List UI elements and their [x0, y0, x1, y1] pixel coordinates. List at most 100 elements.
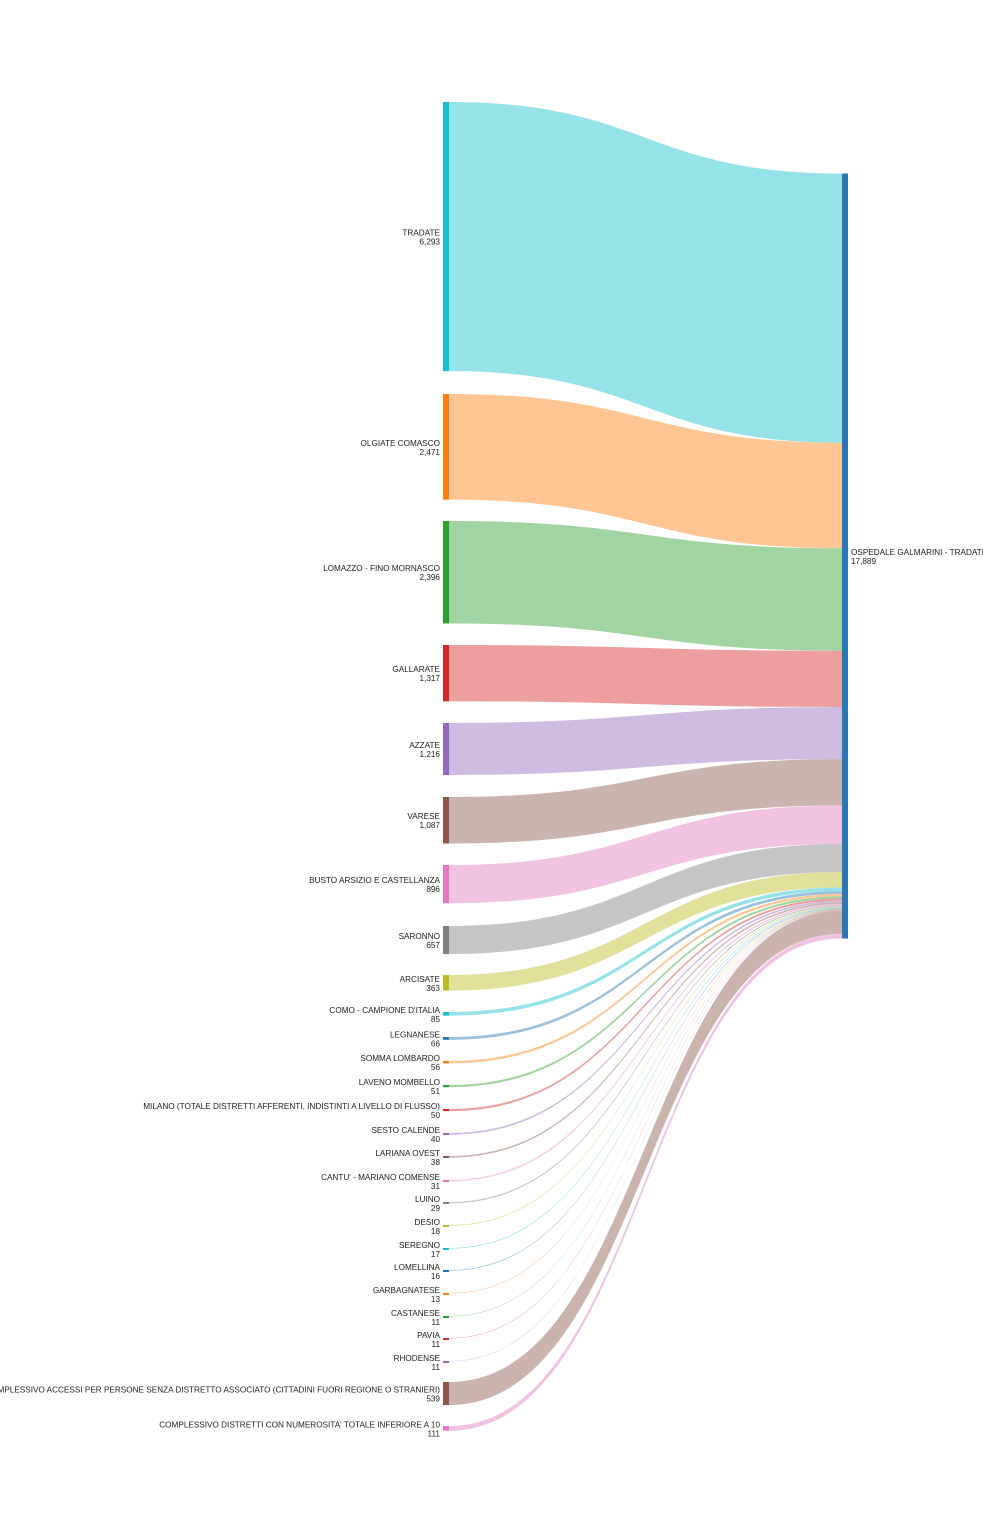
link-rhodense[interactable] [449, 910, 842, 1362]
link-desio[interactable] [449, 906, 842, 1226]
node-value: 18 [431, 1227, 441, 1236]
node-dato-complessivo-accessi-per-persone-senza-distretto-associato-cittadini-fuori-regione-o-stranieri[interactable] [443, 1382, 449, 1406]
node-value: 56 [431, 1063, 441, 1072]
link-lomazzo-fino-mornasco[interactable] [449, 521, 842, 651]
node-value: 29 [431, 1204, 441, 1213]
node-label: LUINO [415, 1195, 440, 1204]
link-garbagnatese[interactable] [449, 908, 842, 1294]
node-lariana-ovest[interactable] [443, 1156, 449, 1158]
node-lomellina[interactable] [443, 1270, 449, 1272]
node-value: 11 [432, 1318, 441, 1327]
node-legnanese[interactable] [443, 1037, 449, 1040]
node-seregno[interactable] [443, 1248, 449, 1250]
node-castanese[interactable] [443, 1316, 449, 1318]
node-value: 11 [432, 1340, 441, 1349]
node-somma-lombardo[interactable] [443, 1061, 449, 1064]
link-laveno-mombello[interactable] [449, 896, 842, 1088]
node-label: ARCISATE [400, 975, 441, 984]
node-luino[interactable] [443, 1202, 449, 1204]
node-value: 2,396 [420, 573, 441, 582]
link-seregno[interactable] [449, 907, 842, 1249]
link-tradate[interactable] [449, 102, 842, 443]
node-ospedale-galmarini-tradate[interactable] [842, 173, 848, 939]
link-lomellina[interactable] [449, 908, 842, 1271]
node-garbagnatese[interactable] [443, 1293, 449, 1295]
node-label: CANTU' - MARIANO COMENSE [321, 1173, 440, 1182]
node-desio[interactable] [443, 1225, 449, 1227]
node-pavia[interactable] [443, 1338, 449, 1340]
node-tradate[interactable] [443, 102, 449, 372]
node-busto-arsizio-e-castellanza[interactable] [443, 865, 449, 904]
node-value: 31 [431, 1182, 441, 1191]
node-label: VARESE [407, 812, 440, 821]
node-value: 50 [431, 1111, 441, 1120]
node-label: CASTANESE [391, 1309, 441, 1318]
sankey-links [449, 102, 842, 1431]
link-arcisate[interactable] [449, 871, 842, 991]
target-label: OSPEDALE GALMARINI - TRADATE [851, 548, 983, 557]
node-label: AZZATE [409, 741, 440, 750]
node-value: 11 [432, 1363, 441, 1372]
node-value: 1,216 [420, 750, 441, 759]
link-cantu-mariano-comense[interactable] [449, 903, 842, 1182]
node-label: MILANO (TOTALE DISTRETTI AFFERENTI, INDI… [143, 1102, 440, 1111]
node-saronno[interactable] [443, 926, 449, 955]
link-varese[interactable] [449, 759, 842, 844]
node-gallarate[interactable] [443, 645, 449, 702]
node-como-campione-d-italia[interactable] [443, 1012, 449, 1016]
link-como-campione-d-italia[interactable] [449, 887, 842, 1016]
link-lariana-ovest[interactable] [449, 902, 842, 1158]
node-label: RHODENSE [394, 1354, 441, 1363]
link-legnanese[interactable] [449, 891, 842, 1040]
link-dato-complessivo-accessi-per-persone-senza-distretto-associato-cittadini-fuori-regione-o-stranieri[interactable] [449, 910, 842, 1406]
link-olgiate-comasco[interactable] [449, 394, 842, 549]
link-gallarate[interactable] [449, 645, 842, 708]
node-sesto-calende[interactable] [443, 1133, 449, 1135]
node-cantu-mariano-comense[interactable] [443, 1180, 449, 1182]
link-somma-lombardo[interactable] [449, 893, 842, 1064]
node-label: COMPLESSIVO DISTRETTI CON NUMEROSITA' TO… [159, 1420, 440, 1429]
node-label: GALLARATE [392, 665, 440, 674]
node-label: COMO - CAMPIONE D'ITALIA [329, 1006, 440, 1015]
link-complessivo-distretti-con-numerosita-totale-inferiore-a-10[interactable] [449, 933, 842, 1431]
node-label: PAVIA [417, 1331, 440, 1340]
node-rhodense[interactable] [443, 1361, 449, 1363]
node-laveno-mombello[interactable] [443, 1085, 449, 1088]
node-label: LOMAZZO - FINO MORNASCO [323, 564, 440, 573]
link-milano-totale-distretti-afferenti-indistinti-a-livello-di-flusso[interactable] [449, 898, 842, 1112]
node-label: LAVENO MOMBELLO [359, 1078, 440, 1087]
node-complessivo-distretti-con-numerosita-totale-inferiore-a-10[interactable] [443, 1426, 449, 1431]
node-value: 38 [431, 1158, 441, 1167]
node-value: 51 [431, 1087, 441, 1096]
node-label: SEREGNO [399, 1241, 440, 1250]
node-value: 539 [426, 1395, 440, 1404]
node-lomazzo-fino-mornasco[interactable] [443, 521, 449, 624]
node-label: OLGIATE COMASCO [361, 439, 440, 448]
link-busto-arsizio-e-castellanza[interactable] [449, 805, 842, 904]
node-olgiate-comasco[interactable] [443, 394, 449, 500]
link-castanese[interactable] [449, 909, 842, 1317]
link-sesto-calende[interactable] [449, 900, 842, 1135]
link-luino[interactable] [449, 905, 842, 1204]
node-value: 2,471 [420, 448, 441, 457]
node-value: 896 [426, 885, 440, 894]
node-label: GARBAGNATESE [373, 1286, 441, 1295]
node-value: 13 [431, 1295, 441, 1304]
link-saronno[interactable] [449, 843, 842, 955]
node-label: LOMELLINA [394, 1263, 440, 1272]
sankey-nodes [443, 102, 848, 1431]
node-label: LARIANA OVEST [375, 1149, 440, 1158]
link-pavia[interactable] [449, 909, 842, 1339]
node-label: SARONNO [399, 932, 440, 941]
node-label: DESIO [415, 1218, 440, 1227]
node-value: 40 [431, 1135, 441, 1144]
target-value: 17,889 [851, 557, 876, 566]
node-label: TRADATE [402, 229, 440, 238]
node-varese[interactable] [443, 797, 449, 844]
node-milano-totale-distretti-afferenti-indistinti-a-livello-di-flusso[interactable] [443, 1109, 449, 1112]
node-arcisate[interactable] [443, 975, 449, 991]
node-azzate[interactable] [443, 723, 449, 776]
link-azzate[interactable] [449, 707, 842, 776]
